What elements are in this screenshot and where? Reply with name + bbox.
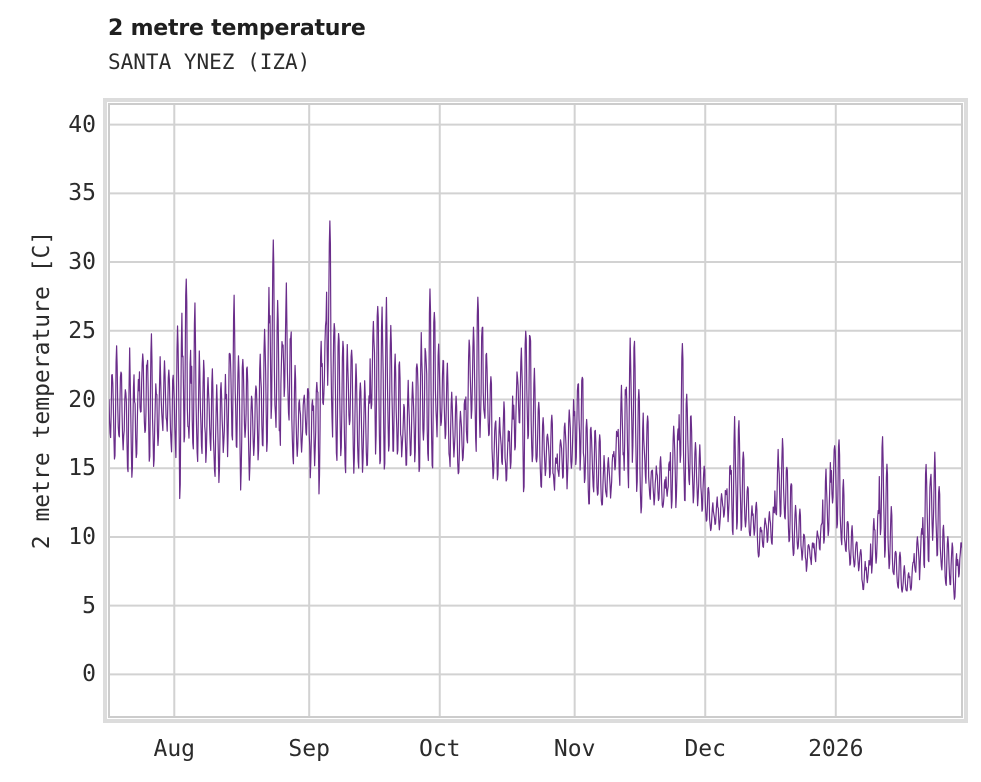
chart-subtitle: SANTA YNEZ (IZA) <box>108 50 311 74</box>
x-tick-label: Sep <box>288 736 330 762</box>
x-tick-label: 2026 <box>808 736 864 762</box>
y-tick-label: 35 <box>68 180 96 207</box>
y-axis-ticks: 0 5 10 15 20 25 30 35 40 <box>0 0 96 782</box>
x-tick-label: Nov <box>553 736 596 762</box>
x-tick-label: Dec <box>684 736 726 762</box>
x-tick-label: Aug <box>153 736 196 762</box>
y-tick-label: 20 <box>68 386 96 413</box>
chart-title: 2 metre temperature <box>108 16 366 41</box>
y-tick-label: 30 <box>68 249 96 276</box>
y-tick-label: 0 <box>82 661 96 688</box>
y-tick-label: 5 <box>82 592 96 619</box>
y-tick-label: 40 <box>68 111 96 138</box>
y-tick-label: 25 <box>68 317 96 344</box>
y-tick-label: 15 <box>68 455 96 482</box>
x-tick-label: Oct <box>418 736 461 762</box>
y-tick-label: 10 <box>68 523 96 550</box>
